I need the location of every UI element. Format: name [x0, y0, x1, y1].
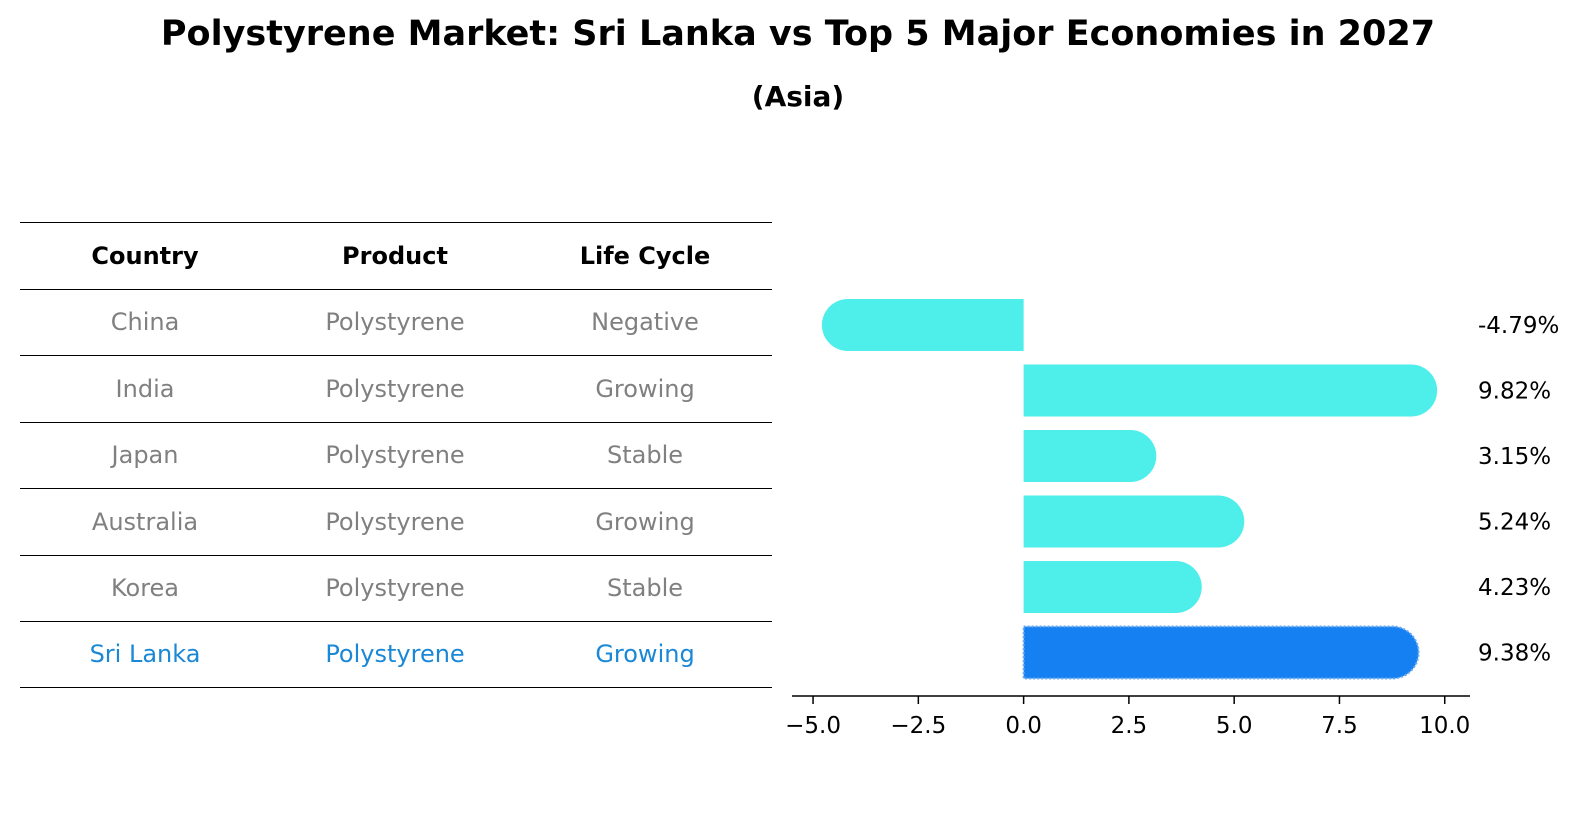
data-label: 4.23% — [1478, 575, 1551, 601]
data-label: 9.38% — [1478, 641, 1551, 667]
bar-sri-lanka — [1022, 625, 1420, 680]
product-cell: Polystyrene — [325, 507, 465, 536]
bar-korea — [1023, 561, 1202, 613]
country-cell: Korea — [110, 574, 180, 603]
market-table: Country Product Life Cycle China Polysty… — [20, 222, 772, 688]
country-cell: Japan — [111, 441, 179, 470]
data-label: -4.79% — [1478, 313, 1559, 339]
header-product: Product — [342, 241, 448, 270]
life-cycle-cell: Growing — [595, 507, 695, 536]
x-tick-label: −5.0 — [785, 713, 841, 739]
life-cycle-cell: Stable — [606, 441, 684, 470]
life-cycle-cell: Growing — [595, 640, 695, 669]
table-row: Korea Polystyrene Stable — [20, 554, 772, 622]
x-tick-label: 7.5 — [1321, 713, 1358, 739]
product-cell: Polystyrene — [325, 441, 465, 470]
data-label: 3.15% — [1478, 444, 1551, 470]
chart-title: Polystyrene Market: Sri Lanka vs Top 5 M… — [160, 14, 1436, 54]
x-tick-label: −2.5 — [890, 713, 946, 739]
table-row: Australia Polystyrene Growing — [20, 488, 772, 555]
header-life-cycle: Life Cycle — [579, 241, 711, 270]
bar-india — [1023, 364, 1438, 417]
x-tick-label: 0.0 — [1005, 713, 1042, 739]
x-tick-label: 10.0 — [1419, 713, 1470, 739]
life-cycle-cell: Negative — [591, 308, 699, 337]
table-row: China Polystyrene Negative — [20, 288, 772, 356]
life-cycle-cell: Stable — [606, 574, 684, 603]
country-cell: Australia — [91, 507, 199, 536]
product-cell: Polystyrene — [325, 640, 465, 669]
product-cell: Polystyrene — [325, 574, 465, 603]
country-cell: China — [110, 308, 180, 337]
table-row: India Polystyrene Growing — [20, 355, 772, 422]
bar-australia — [1023, 495, 1245, 548]
table-row-highlight: Sri Lanka Polystyrene Growing — [20, 621, 772, 688]
chart-subtitle: (Asia) — [751, 80, 845, 113]
header-country: Country — [91, 241, 199, 270]
table-header-row: Country Product Life Cycle — [20, 222, 772, 289]
data-label: 9.82% — [1478, 379, 1551, 405]
life-cycle-cell: Growing — [595, 374, 695, 403]
bar-china — [821, 299, 1024, 351]
product-cell: Polystyrene — [325, 308, 465, 337]
country-cell: India — [115, 374, 175, 403]
x-tick-label: 5.0 — [1216, 713, 1253, 739]
x-tick-label: 2.5 — [1111, 713, 1148, 739]
table-row: Japan Polystyrene Stable — [20, 421, 772, 489]
product-cell: Polystyrene — [325, 374, 465, 403]
country-cell: Sri Lanka — [89, 640, 201, 669]
data-label: 5.24% — [1478, 510, 1551, 536]
bar-japan — [1023, 430, 1157, 482]
